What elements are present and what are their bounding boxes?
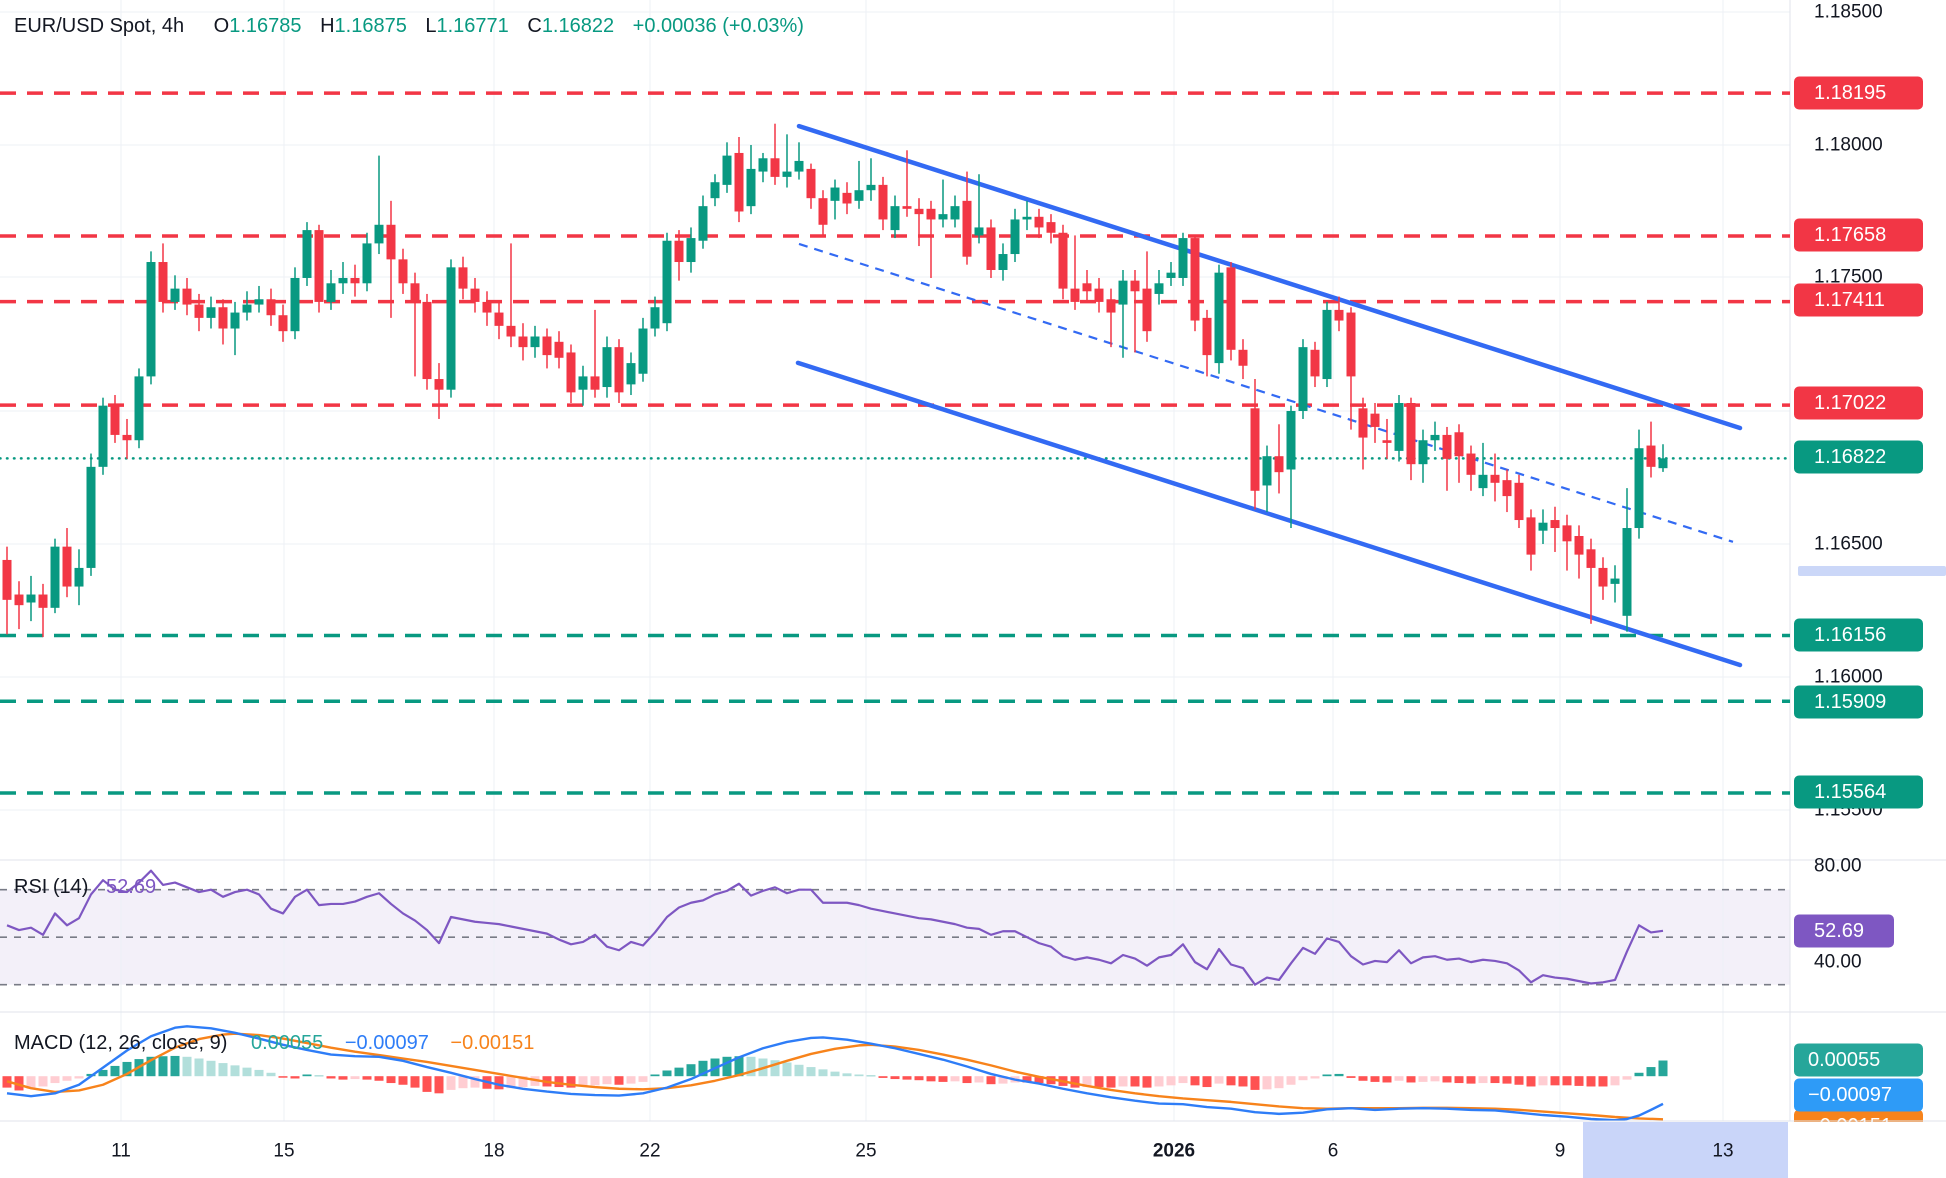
macd-hist-value: 0.00055 — [250, 1032, 324, 1054]
trend-channel[interactable] — [795, 123, 1743, 668]
svg-text:9: 9 — [1555, 1141, 1566, 1162]
svg-text:11: 11 — [111, 1141, 131, 1162]
macd-pane[interactable] — [2, 1025, 1668, 1122]
svg-text:1.16156: 1.16156 — [1814, 624, 1886, 646]
time-axis[interactable]: 11 15 18 22 25 2026 6 9 13 — [0, 1120, 1946, 1178]
candle-series[interactable] — [2, 123, 1668, 638]
svg-text:1.16000: 1.16000 — [1814, 667, 1883, 688]
svg-text:1.15564: 1.15564 — [1814, 781, 1886, 803]
macd-signal-value: −0.00151 — [450, 1032, 535, 1054]
svg-text:25: 25 — [855, 1141, 876, 1162]
svg-text:1.18000: 1.18000 — [1814, 135, 1883, 156]
svg-text:1.18195: 1.18195 — [1814, 82, 1886, 104]
rsi-pane[interactable] — [0, 869, 1790, 986]
ohlc-low: L1.16771 — [425, 15, 509, 37]
svg-text:1.17500: 1.17500 — [1814, 267, 1883, 288]
symbol-legend: EUR/USD Spot, 4h O1.16785 H1.16875 L1.16… — [14, 15, 804, 38]
svg-text:−0.00097: −0.00097 — [1808, 1084, 1892, 1106]
symbol-title: EUR/USD Spot, 4h — [14, 15, 185, 37]
change-value: +0.00036 (+0.03%) — [632, 15, 804, 37]
macd-title: MACD (12, 26, close, 9) — [14, 1032, 228, 1054]
svg-text:1.17022: 1.17022 — [1814, 392, 1886, 414]
price-axis-marker — [1798, 566, 1946, 576]
svg-text:0.00055: 0.00055 — [1808, 1049, 1880, 1071]
svg-text:40.00: 40.00 — [1814, 952, 1862, 973]
svg-text:1.16500: 1.16500 — [1814, 534, 1883, 555]
gridlines — [0, 0, 1790, 1121]
svg-text:22: 22 — [639, 1141, 660, 1162]
ohlc-high: H1.16875 — [320, 15, 407, 37]
rsi-title: RSI (14) — [14, 876, 89, 898]
price-axis[interactable]: 1.18500 1.18000 1.17500 1.16500 1.16000 1.155… — [1794, 2, 1946, 821]
svg-text:1.16822: 1.16822 — [1814, 446, 1886, 468]
rsi-legend: RSI (14) 52.69 — [14, 876, 156, 899]
macd-legend: MACD (12, 26, close, 9) 0.00055 −0.00097… — [14, 1032, 534, 1055]
svg-text:13: 13 — [1712, 1141, 1733, 1162]
svg-text:6: 6 — [1328, 1141, 1339, 1162]
svg-text:80.00: 80.00 — [1814, 856, 1862, 877]
pane-separators — [0, 0, 1946, 1121]
macd-line-value: −0.00097 — [344, 1032, 429, 1054]
rsi-value: 52.69 — [106, 876, 157, 898]
svg-text:15: 15 — [273, 1141, 294, 1162]
svg-text:1.17658: 1.17658 — [1814, 224, 1886, 246]
svg-text:1.18500: 1.18500 — [1814, 2, 1883, 23]
ohlc-open: O1.16785 — [213, 15, 302, 37]
ohlc-close: C1.16822 — [527, 15, 615, 37]
svg-text:52.69: 52.69 — [1814, 920, 1864, 942]
svg-text:1.15909: 1.15909 — [1814, 691, 1886, 713]
svg-text:2026: 2026 — [1153, 1141, 1195, 1162]
time-axis-highlight — [1583, 1122, 1788, 1178]
svg-text:1.17411: 1.17411 — [1814, 289, 1885, 311]
svg-text:18: 18 — [483, 1141, 504, 1162]
macd-axis[interactable]: 0.00055 −0.00097 — [1794, 1043, 1923, 1112]
rsi-axis[interactable]: 80.00 40.00 52.69 — [1794, 856, 1894, 973]
